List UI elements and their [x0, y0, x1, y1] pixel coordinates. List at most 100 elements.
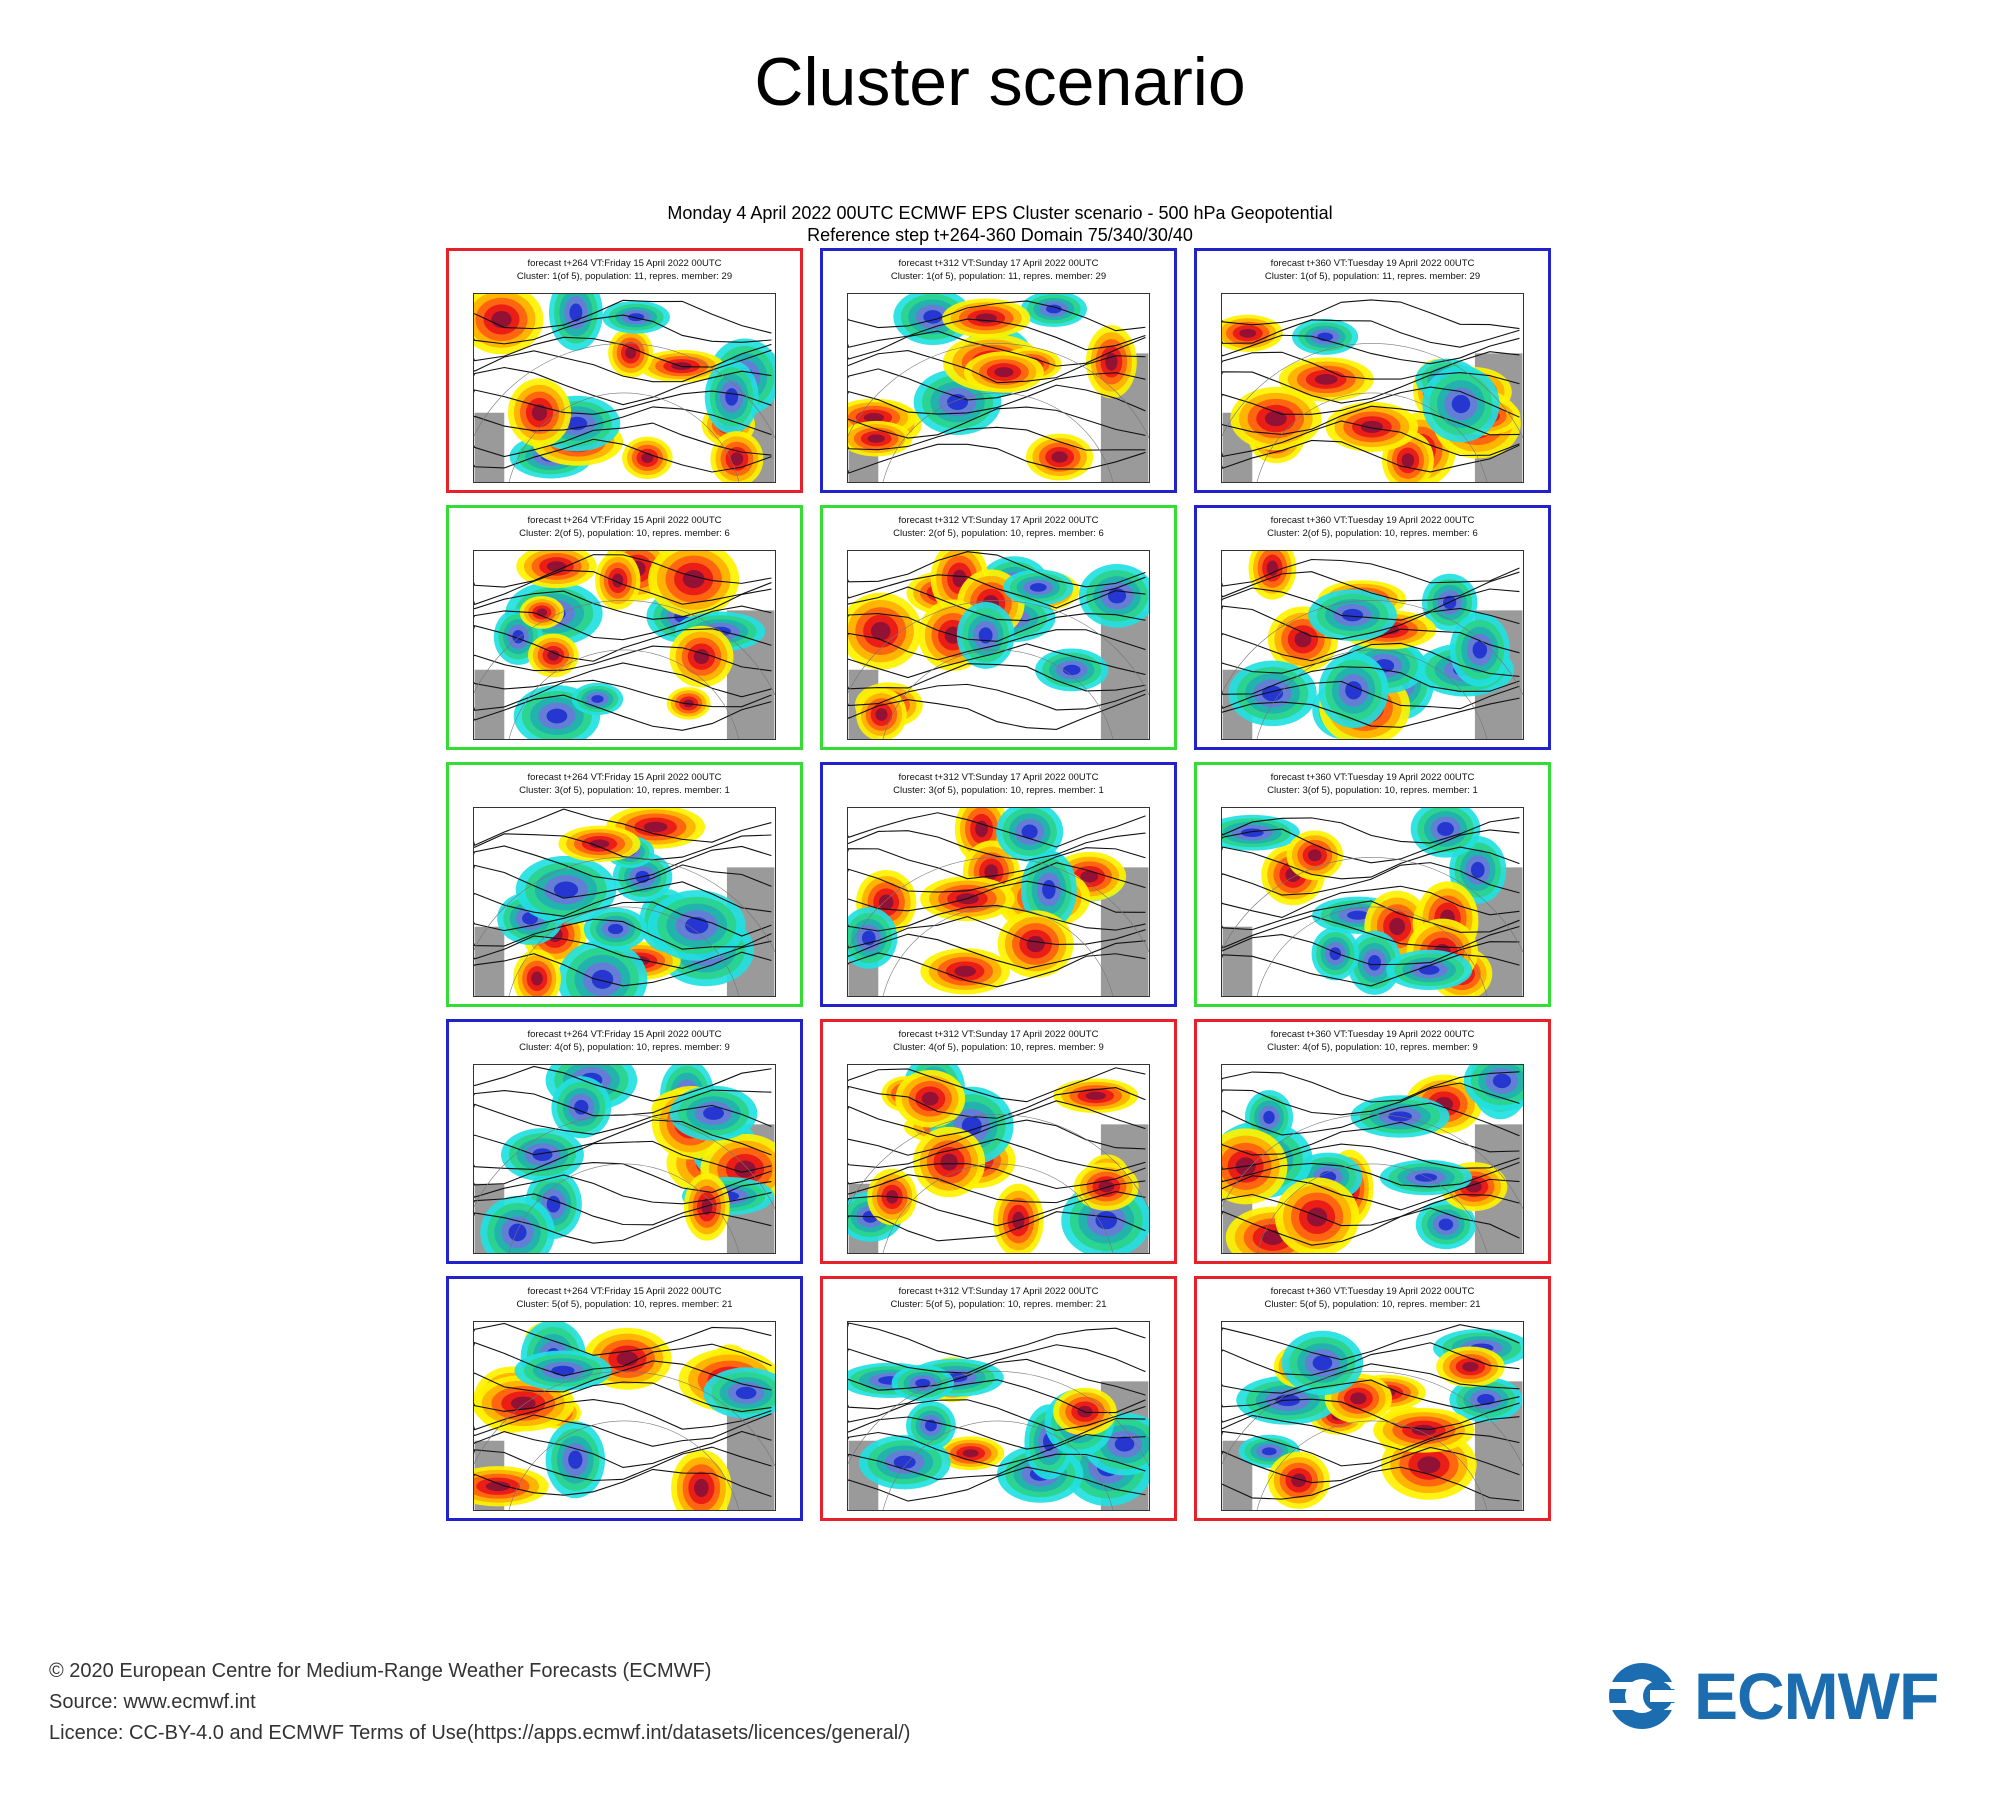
- cluster-panel: forecast t+264 VT:Friday 15 April 2022 0…: [446, 505, 803, 750]
- cluster-panel: forecast t+312 VT:Sunday 17 April 2022 0…: [820, 248, 1177, 493]
- panel-cluster-line: Cluster: 1(of 5), population: 11, repres…: [1264, 271, 1481, 282]
- panel-forecast-line: forecast t+312 VT:Sunday 17 April 2022 0…: [898, 258, 1099, 269]
- cluster-panel: forecast t+312 VT:Sunday 17 April 2022 0…: [820, 762, 1177, 1007]
- anomaly-map-svg: [1222, 551, 1523, 739]
- cluster-panel: forecast t+360 VT:Tuesday 19 April 2022 …: [1194, 505, 1551, 750]
- panel-forecast-line: forecast t+264 VT:Friday 15 April 2022 0…: [527, 515, 722, 526]
- panel-caption: forecast t+264 VT:Friday 15 April 2022 0…: [449, 257, 800, 283]
- panel-forecast-line: forecast t+360 VT:Tuesday 19 April 2022 …: [1270, 258, 1475, 269]
- panel-caption: forecast t+360 VT:Tuesday 19 April 2022 …: [1197, 514, 1548, 540]
- panel-caption: forecast t+360 VT:Tuesday 19 April 2022 …: [1197, 1285, 1548, 1311]
- panel-forecast-line: forecast t+360 VT:Tuesday 19 April 2022 …: [1270, 515, 1475, 526]
- anomaly-map: [473, 293, 776, 483]
- page-title: Cluster scenario: [754, 44, 1246, 120]
- cluster-panel: forecast t+360 VT:Tuesday 19 April 2022 …: [1194, 1019, 1551, 1264]
- cluster-panel-grid: forecast t+264 VT:Friday 15 April 2022 0…: [446, 248, 1554, 1521]
- panel-caption: forecast t+312 VT:Sunday 17 April 2022 0…: [823, 1285, 1174, 1311]
- anomaly-map: [1221, 1064, 1524, 1254]
- cluster-panel: forecast t+264 VT:Friday 15 April 2022 0…: [446, 1276, 803, 1521]
- anomaly-map-svg: [848, 1065, 1149, 1253]
- cluster-panel: forecast t+360 VT:Tuesday 19 April 2022 …: [1194, 248, 1551, 493]
- cluster-panel: forecast t+264 VT:Friday 15 April 2022 0…: [446, 762, 803, 1007]
- panel-cluster-line: Cluster: 4(of 5), population: 10, repres…: [519, 1042, 730, 1053]
- cluster-panel: forecast t+360 VT:Tuesday 19 April 2022 …: [1194, 1276, 1551, 1521]
- anomaly-map: [847, 1064, 1150, 1254]
- panel-forecast-line: forecast t+360 VT:Tuesday 19 April 2022 …: [1270, 772, 1475, 783]
- ecmwf-logo-text: ECMWF: [1694, 1659, 1939, 1733]
- anomaly-map: [1221, 293, 1524, 483]
- panel-forecast-line: forecast t+360 VT:Tuesday 19 April 2022 …: [1270, 1029, 1475, 1040]
- footer-copyright: © 2020 European Centre for Medium-Range …: [49, 1660, 712, 1682]
- panel-cluster-line: Cluster: 5(of 5), population: 10, repres…: [1264, 1299, 1481, 1310]
- panel-caption: forecast t+360 VT:Tuesday 19 April 2022 …: [1197, 771, 1548, 797]
- anomaly-map-svg: [1222, 1065, 1523, 1253]
- panel-cluster-line: Cluster: 4(of 5), population: 10, repres…: [893, 1042, 1104, 1053]
- anomaly-map-svg: [1222, 808, 1523, 996]
- panel-cluster-line: Cluster: 2(of 5), population: 10, repres…: [893, 528, 1104, 539]
- panel-cluster-line: Cluster: 3(of 5), population: 10, repres…: [519, 785, 730, 796]
- panel-forecast-line: forecast t+312 VT:Sunday 17 April 2022 0…: [898, 772, 1099, 783]
- panel-forecast-line: forecast t+264 VT:Friday 15 April 2022 0…: [527, 258, 722, 269]
- panel-forecast-line: forecast t+264 VT:Friday 15 April 2022 0…: [527, 1286, 722, 1297]
- panel-caption: forecast t+360 VT:Tuesday 19 April 2022 …: [1197, 1028, 1548, 1054]
- cluster-panel: forecast t+312 VT:Sunday 17 April 2022 0…: [820, 1276, 1177, 1521]
- panel-caption: forecast t+264 VT:Friday 15 April 2022 0…: [449, 514, 800, 540]
- anomaly-map: [847, 550, 1150, 740]
- ecmwf-logo: ECMWF: [1606, 1659, 1952, 1733]
- figure-title: Monday 4 April 2022 00UTC ECMWF EPS Clus…: [446, 202, 1554, 246]
- panel-caption: forecast t+312 VT:Sunday 17 April 2022 0…: [823, 1028, 1174, 1054]
- anomaly-map-svg: [848, 808, 1149, 996]
- anomaly-map: [847, 1321, 1150, 1511]
- anomaly-map-svg: [848, 1322, 1149, 1510]
- anomaly-map: [1221, 550, 1524, 740]
- anomaly-map: [847, 807, 1150, 997]
- panel-forecast-line: forecast t+360 VT:Tuesday 19 April 2022 …: [1270, 1286, 1475, 1297]
- figure-title-line2: Reference step t+264-360 Domain 75/340/3…: [807, 225, 1193, 245]
- panel-cluster-line: Cluster: 3(of 5), population: 10, repres…: [1267, 785, 1478, 796]
- cluster-panel: forecast t+312 VT:Sunday 17 April 2022 0…: [820, 1019, 1177, 1264]
- anomaly-map-svg: [1222, 1322, 1523, 1510]
- cluster-panel: forecast t+360 VT:Tuesday 19 April 2022 …: [1194, 762, 1551, 1007]
- panel-caption: forecast t+264 VT:Friday 15 April 2022 0…: [449, 1028, 800, 1054]
- panel-cluster-line: Cluster: 4(of 5), population: 10, repres…: [1267, 1042, 1478, 1053]
- anomaly-map: [473, 1321, 776, 1511]
- panel-cluster-line: Cluster: 1(of 5), population: 11, repres…: [890, 271, 1107, 282]
- panel-cluster-line: Cluster: 3(of 5), population: 10, repres…: [893, 785, 1104, 796]
- panel-caption: forecast t+312 VT:Sunday 17 April 2022 0…: [823, 514, 1174, 540]
- panel-forecast-line: forecast t+264 VT:Friday 15 April 2022 0…: [527, 1029, 722, 1040]
- panel-forecast-line: forecast t+264 VT:Friday 15 April 2022 0…: [527, 772, 722, 783]
- cluster-panel: forecast t+312 VT:Sunday 17 April 2022 0…: [820, 505, 1177, 750]
- ecmwf-logo-icon: [1606, 1663, 1690, 1729]
- panel-cluster-line: Cluster: 2(of 5), population: 10, repres…: [519, 528, 730, 539]
- anomaly-map: [473, 1064, 776, 1254]
- panel-cluster-line: Cluster: 5(of 5), population: 10, repres…: [890, 1299, 1107, 1310]
- anomaly-map-svg: [848, 294, 1149, 482]
- anomaly-map-svg: [848, 551, 1149, 739]
- panel-caption: forecast t+360 VT:Tuesday 19 April 2022 …: [1197, 257, 1548, 283]
- anomaly-map-svg: [1222, 294, 1523, 482]
- anomaly-map-svg: [474, 1322, 775, 1510]
- footer-licence: Licence: CC-BY-4.0 and ECMWF Terms of Us…: [49, 1722, 911, 1744]
- panel-cluster-line: Cluster: 2(of 5), population: 10, repres…: [1267, 528, 1478, 539]
- cluster-panel: forecast t+264 VT:Friday 15 April 2022 0…: [446, 248, 803, 493]
- anomaly-map: [847, 293, 1150, 483]
- anomaly-map: [473, 807, 776, 997]
- panel-caption: forecast t+264 VT:Friday 15 April 2022 0…: [449, 1285, 800, 1311]
- anomaly-map-svg: [474, 294, 775, 482]
- anomaly-map: [1221, 807, 1524, 997]
- panel-cluster-line: Cluster: 1(of 5), population: 11, repres…: [516, 271, 733, 282]
- anomaly-map-svg: [474, 551, 775, 739]
- panel-forecast-line: forecast t+312 VT:Sunday 17 April 2022 0…: [898, 515, 1099, 526]
- anomaly-map: [1221, 1321, 1524, 1511]
- panel-forecast-line: forecast t+312 VT:Sunday 17 April 2022 0…: [898, 1029, 1099, 1040]
- panel-cluster-line: Cluster: 5(of 5), population: 10, repres…: [516, 1299, 733, 1310]
- panel-forecast-line: forecast t+312 VT:Sunday 17 April 2022 0…: [898, 1286, 1099, 1297]
- footer-source: Source: www.ecmwf.int: [49, 1691, 256, 1713]
- panel-caption: forecast t+264 VT:Friday 15 April 2022 0…: [449, 771, 800, 797]
- anomaly-map-svg: [474, 1065, 775, 1253]
- footer: © 2020 European Centre for Medium-Range …: [49, 1656, 910, 1749]
- anomaly-map-svg: [474, 808, 775, 996]
- panel-caption: forecast t+312 VT:Sunday 17 April 2022 0…: [823, 771, 1174, 797]
- figure-title-line1: Monday 4 April 2022 00UTC ECMWF EPS Clus…: [667, 203, 1333, 223]
- panel-caption: forecast t+312 VT:Sunday 17 April 2022 0…: [823, 257, 1174, 283]
